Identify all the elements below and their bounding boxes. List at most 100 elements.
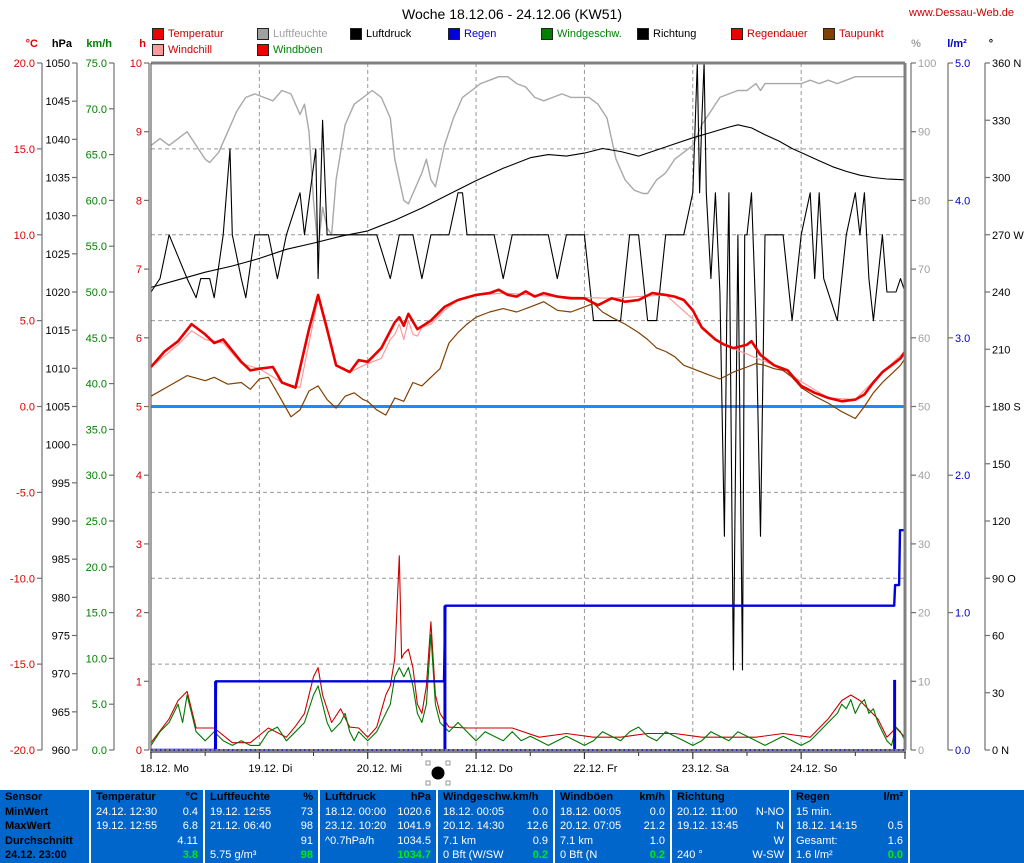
axis-label-deg: 60 xyxy=(992,631,1004,643)
table-cell-right: 0.9 xyxy=(532,834,548,847)
series-windchill xyxy=(150,292,906,401)
legend-item-taupunkt: Taupunkt xyxy=(823,28,884,40)
axis-label-hrs: 5 xyxy=(136,402,142,414)
table-cell-left: 0 Bft (W/SW xyxy=(443,849,504,861)
legend-color-swatch xyxy=(257,44,269,56)
table-cell-left: 0 Bft (N xyxy=(560,849,598,861)
axis-label-hrs: 10 xyxy=(130,58,142,70)
table-cell-right: km/h xyxy=(639,791,665,803)
table-column-header: Regen l/m² xyxy=(791,790,908,805)
table-cell-left: Richtung xyxy=(677,791,725,803)
legend-label: Windgeschw. xyxy=(557,28,622,40)
table-cell-left: Gesamt: xyxy=(796,834,838,847)
axis-label-kmh: 60.0 xyxy=(86,195,107,207)
page-title: Woche 18.12.06 - 24.12.06 (KW51) xyxy=(402,6,622,22)
axis-label-pct: 30 xyxy=(918,539,930,551)
table-cell-right: 91 xyxy=(300,834,313,847)
table-cell-right: 73 xyxy=(300,805,313,818)
axis-label-lm2: 5.0 xyxy=(955,58,970,70)
table-cell-right: N-NO xyxy=(755,805,784,818)
axis-label-pct: 70 xyxy=(918,264,930,276)
website-link[interactable]: www.Dessau-Web.de xyxy=(909,7,1014,19)
table-cell-left: 24.12. 12:30 xyxy=(96,805,158,818)
table-cell: 20.12. 11:00 N-NO xyxy=(672,804,789,819)
table-column-header: Windböen km/h xyxy=(555,790,670,805)
table-cell-left: 23.12. 10:20 xyxy=(325,820,387,832)
axis-label-kmh: 65.0 xyxy=(86,150,107,162)
axis-label-hrs: 8 xyxy=(136,195,142,207)
table-row-label: MaxWert xyxy=(0,819,89,834)
axis-label-pct: 10 xyxy=(918,676,930,688)
table-cell-right: W xyxy=(773,834,784,847)
table-cell-left: 20.12. 07:05 xyxy=(560,820,622,832)
table-column-header: Luftfeuchte% xyxy=(205,790,318,805)
moon-phase-marker[interactable] xyxy=(431,766,445,780)
axis-label-deg: 30 xyxy=(992,688,1004,700)
table-empty-cell xyxy=(910,819,1024,834)
axis-label-kmh: 25.0 xyxy=(86,516,107,528)
axis-label-lm2: 2.0 xyxy=(955,470,970,482)
axis-label-pct: 50 xyxy=(918,402,930,414)
unit-label-right: l/m² xyxy=(947,38,967,50)
table-cell: 18.12. 14:15 0.5 xyxy=(791,819,908,834)
table-cell-right: W-SW xyxy=(752,849,784,861)
axis-label-temp: -10.0 xyxy=(10,573,35,585)
unit-label-right: ° xyxy=(988,38,994,50)
table-cell-left: Windgeschw.km/h xyxy=(443,791,539,803)
table-empty-cell xyxy=(910,833,1024,848)
table-cell-right: % xyxy=(303,791,313,803)
legend-label: Windböen xyxy=(273,44,323,56)
table-empty-cell xyxy=(910,804,1024,819)
weather-chart: 20.015.010.05.00.0-5.0-10.0-15.0-20.0105… xyxy=(10,58,1024,786)
selection-handle xyxy=(425,760,431,766)
table-cell-right: N xyxy=(776,820,784,832)
table-cell: 7.1 km 1.0 xyxy=(555,833,670,848)
legend-item-regen: Regen xyxy=(448,28,496,40)
axis-label-hrs: 6 xyxy=(136,333,142,345)
axis-label-temp: -20.0 xyxy=(10,745,35,757)
legend-color-swatch xyxy=(152,28,164,40)
table-cell-right: 1041.9 xyxy=(397,820,431,832)
legend-label: Regen xyxy=(464,28,497,40)
axis-label-lm2: 0.0 xyxy=(955,745,970,757)
x-axis-day-label: 23.12. Sa xyxy=(682,763,730,775)
axis-label-pct: 40 xyxy=(918,470,930,482)
table-cell-left: 7.1 km xyxy=(443,834,477,847)
axis-label-hpa: 1030 xyxy=(46,211,70,223)
table-cell-left: 18.12. 00:05 xyxy=(443,805,505,818)
table-cell-left: 18.12. 00:05 xyxy=(560,805,622,818)
axis-label-deg: 360 N xyxy=(992,58,1021,70)
axis-label-deg: 90 O xyxy=(992,573,1016,585)
table-cell-right: l/m² xyxy=(883,791,903,803)
axis-label-pct: 0 xyxy=(918,745,924,757)
series-luftdruck xyxy=(150,124,906,288)
table-cell-right: 0.4 xyxy=(182,805,198,818)
axis-label-temp: -5.0 xyxy=(16,487,35,499)
table-cell: 5.75 g/m³ 98 xyxy=(205,848,318,863)
table-cell: 19.12. 13:45 N xyxy=(672,819,789,834)
axis-label-deg: 180 S xyxy=(992,402,1021,414)
legend-color-swatch xyxy=(637,28,649,40)
x-axis-day-label: 20.12. Mi xyxy=(357,763,402,775)
legend-color-swatch xyxy=(350,28,362,40)
axis-label-lm2: 4.0 xyxy=(955,195,970,207)
table-cell: 1.6 l/m² 0.0 xyxy=(791,848,908,863)
table-cell-right: hPa xyxy=(410,791,431,803)
axis-label-temp: -15.0 xyxy=(10,659,35,671)
axis-label-kmh: 30.0 xyxy=(86,470,107,482)
table-cell-left: 240 ° xyxy=(677,849,703,861)
table-cell: 4.11 xyxy=(91,833,203,848)
x-axis-day-label: 21.12. Do xyxy=(465,763,513,775)
table-cell-right: 1.6 xyxy=(887,834,903,847)
table-row-label: Durchschnitt xyxy=(0,833,89,848)
legend-item-luftdruck: Luftdruck xyxy=(350,28,411,40)
table-cell: 18.12. 00:05 0.0 xyxy=(555,804,670,819)
x-axis-day-label: 24.12. So xyxy=(790,763,837,775)
table-cell-right: 12.6 xyxy=(526,820,548,832)
table-cell-right: 98 xyxy=(300,849,313,861)
axis-label-hrs: 9 xyxy=(136,127,142,139)
table-cell-right: °C xyxy=(185,791,198,803)
table-cell-right: 0.2 xyxy=(649,849,665,861)
legend-color-swatch xyxy=(257,28,269,40)
